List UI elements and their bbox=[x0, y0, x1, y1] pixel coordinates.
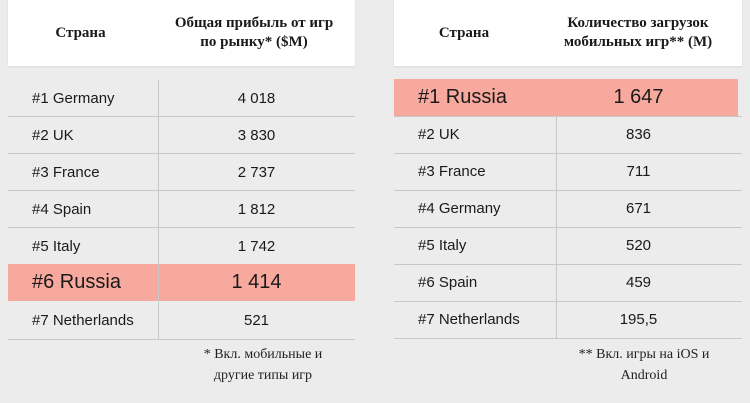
row-divider bbox=[394, 338, 742, 339]
row-country: #2 UK bbox=[32, 127, 74, 144]
row-value: 520 bbox=[625, 237, 652, 254]
revenue-footnote-line1: * Вкл. мобильные и bbox=[203, 347, 323, 362]
downloads-header-value-line2: мобильных игр** (M) bbox=[563, 34, 713, 50]
table-row: #4 Germany 671 bbox=[394, 190, 742, 227]
revenue-table: Страна Общая прибыль от игр по рынку* ($… bbox=[8, 0, 355, 383]
row-country: #6 Spain bbox=[418, 274, 478, 291]
row-divider bbox=[8, 190, 355, 191]
table-row: #4 Spain 1 812 bbox=[8, 191, 355, 228]
downloads-footnote: ** Вкл. игры на iOS и Android bbox=[544, 344, 744, 386]
downloads-table: Страна Количество загрузок мобильных игр… bbox=[394, 0, 742, 383]
table-row-highlighted: #1 Russia 1 647 bbox=[394, 79, 738, 116]
table-row: #7 Netherlands 195,5 bbox=[394, 301, 742, 338]
table-row: #7 Netherlands 521 bbox=[8, 302, 355, 339]
downloads-table-header: Страна Количество загрузок мобильных игр… bbox=[394, 0, 742, 66]
row-country: #6 Russia bbox=[32, 271, 121, 293]
row-country: #2 UK bbox=[418, 126, 460, 143]
table-row: #3 France 2 737 bbox=[8, 154, 355, 191]
row-country: #4 Spain bbox=[32, 201, 92, 218]
row-divider bbox=[8, 116, 355, 117]
table-row: #5 Italy 520 bbox=[394, 227, 742, 264]
row-value: 1 742 bbox=[237, 238, 276, 255]
downloads-header-value: Количество загрузок мобильных игр** (M) bbox=[534, 14, 742, 52]
row-divider bbox=[394, 264, 742, 265]
downloads-header-country: Страна bbox=[438, 24, 490, 41]
row-value: 459 bbox=[625, 274, 652, 291]
row-value: 3 830 bbox=[237, 127, 276, 144]
revenue-footnote: * Вкл. мобильные и другие типы игр bbox=[158, 344, 368, 386]
table-row: #2 UK 836 bbox=[394, 116, 742, 153]
row-country: #1 Germany bbox=[32, 90, 115, 107]
row-value: 1 647 bbox=[613, 86, 664, 108]
row-value: 1 414 bbox=[231, 271, 282, 293]
row-value: 2 737 bbox=[237, 164, 276, 181]
revenue-table-header: Страна Общая прибыль от игр по рынку* ($… bbox=[8, 0, 355, 66]
row-divider bbox=[394, 227, 742, 228]
downloads-footnote-line1: ** Вкл. игры на iOS и bbox=[578, 347, 710, 362]
row-divider bbox=[8, 339, 355, 340]
row-value: 195,5 bbox=[619, 311, 658, 328]
table-row: #5 Italy 1 742 bbox=[8, 228, 355, 265]
row-divider bbox=[8, 227, 355, 228]
revenue-header-value-line2: по рынку* ($M) bbox=[200, 34, 308, 50]
table-row: #6 Spain 459 bbox=[394, 264, 742, 301]
row-divider bbox=[394, 153, 742, 154]
row-value: 711 bbox=[626, 163, 651, 180]
row-country: #1 Russia bbox=[418, 86, 507, 108]
downloads-header-value-line1: Количество загрузок bbox=[567, 15, 709, 31]
table-row-highlighted: #6 Russia 1 414 bbox=[8, 264, 355, 301]
row-divider bbox=[8, 153, 355, 154]
row-value: 671 bbox=[625, 200, 652, 217]
row-divider bbox=[394, 116, 742, 117]
row-country: #7 Netherlands bbox=[418, 311, 520, 328]
revenue-header-value-line1: Общая прибыль от игр bbox=[174, 15, 334, 31]
table-row: #1 Germany 4 018 bbox=[8, 80, 355, 117]
revenue-footnote-line2: другие типы игр bbox=[213, 368, 313, 383]
table-row: #2 UK 3 830 bbox=[8, 117, 355, 154]
row-country: #5 Italy bbox=[418, 237, 467, 254]
table-row: #3 France 711 bbox=[394, 153, 742, 190]
revenue-header-value: Общая прибыль от игр по рынку* ($M) bbox=[153, 14, 355, 52]
row-country: #5 Italy bbox=[32, 238, 81, 255]
revenue-header-country: Страна bbox=[55, 24, 106, 41]
row-country: #7 Netherlands bbox=[32, 312, 134, 329]
downloads-footnote-line2: Android bbox=[620, 368, 668, 383]
column-divider bbox=[158, 80, 159, 339]
row-country: #4 Germany bbox=[418, 200, 501, 217]
row-country: #3 France bbox=[418, 163, 486, 180]
row-divider bbox=[394, 301, 742, 302]
row-country: #3 France bbox=[32, 164, 100, 181]
row-divider bbox=[394, 190, 742, 191]
row-value: 836 bbox=[625, 126, 652, 143]
row-value: 4 018 bbox=[237, 90, 276, 107]
row-value: 521 bbox=[243, 312, 270, 329]
row-value: 1 812 bbox=[237, 201, 276, 218]
